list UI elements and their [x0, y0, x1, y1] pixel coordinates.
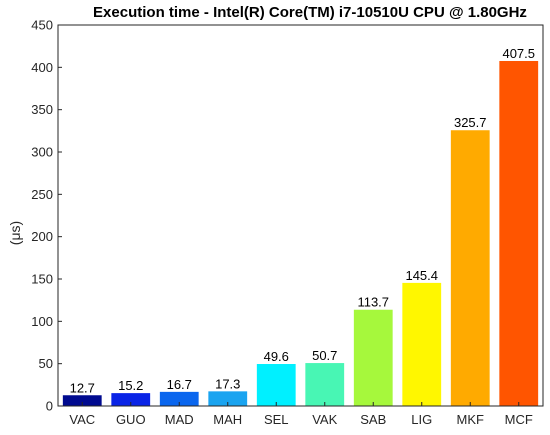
x-tick-label-sab: SAB — [360, 412, 386, 427]
bar-mkf — [450, 130, 490, 407]
y-tick-label-50: 50 — [39, 356, 53, 371]
data-label-mkf: 325.7 — [454, 115, 487, 130]
bar-guo — [111, 393, 151, 406]
x-tick-label-guo: GUO — [116, 412, 146, 427]
data-label-sel: 49.6 — [264, 349, 289, 364]
data-label-mcf: 407.5 — [502, 46, 535, 61]
chart-title: Execution time - Intel(R) Core(TM) i7-10… — [93, 4, 527, 21]
x-tick-label-lig: LIG — [411, 412, 432, 427]
y-tick-label-150: 150 — [31, 272, 53, 287]
bar-mad — [159, 391, 199, 406]
y-tick-label-300: 300 — [31, 145, 53, 160]
y-tick-label-450: 450 — [31, 18, 53, 33]
bar-vak — [305, 363, 345, 406]
x-tick-label-mcf: MCF — [505, 412, 533, 427]
y-tick-label-200: 200 — [31, 229, 53, 244]
x-tick-label-vak: VAK — [312, 412, 337, 427]
x-tick-label-vac: VAC — [69, 412, 95, 427]
y-tick-label-400: 400 — [31, 60, 53, 75]
y-tick-label-250: 250 — [31, 187, 53, 202]
x-tick-label-mah: MAH — [213, 412, 242, 427]
bar-sel — [256, 364, 296, 406]
y-axis-label: (μs) — [7, 221, 23, 245]
plot-frame — [57, 24, 544, 407]
data-label-mah: 17.3 — [215, 376, 240, 391]
y-tick-label-350: 350 — [31, 102, 53, 117]
data-label-sab: 113.7 — [357, 295, 389, 310]
bar-vac — [62, 395, 102, 406]
y-tick-label-100: 100 — [31, 314, 53, 329]
data-label-mad: 16.7 — [167, 377, 192, 392]
bar-mcf — [499, 60, 539, 406]
bar-mah — [208, 391, 248, 406]
bar-sab — [353, 309, 393, 406]
data-label-lig: 145.4 — [405, 268, 438, 283]
bar-lig — [402, 282, 442, 406]
x-tick-label-mad: MAD — [165, 412, 194, 427]
data-label-vak: 50.7 — [312, 348, 337, 363]
x-tick-label-sel: SEL — [264, 412, 289, 427]
data-label-vac: 12.7 — [70, 380, 95, 395]
data-label-guo: 15.2 — [118, 378, 143, 393]
x-tick-label-mkf: MKF — [457, 412, 485, 427]
y-tick-label-0: 0 — [46, 399, 53, 414]
